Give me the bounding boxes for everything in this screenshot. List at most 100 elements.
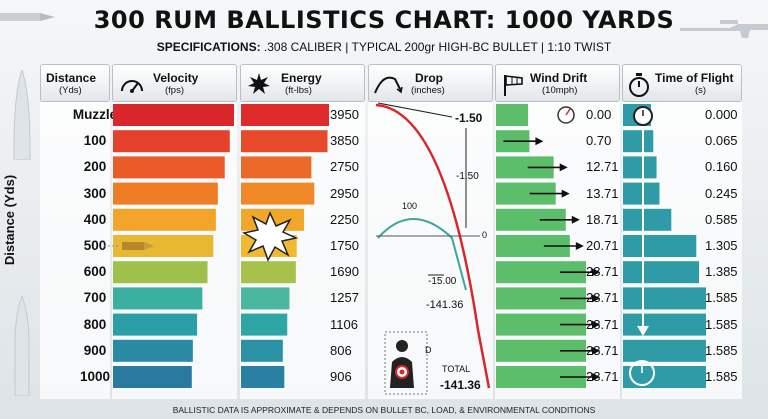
distance-label: 300: [83, 185, 107, 201]
wind-arrowhead: [592, 268, 600, 277]
wind-value: 0.70: [586, 133, 612, 149]
distance-label: 900: [83, 342, 107, 358]
energy-value: 2750: [330, 159, 359, 175]
distance-column-bg: [40, 102, 110, 399]
energy-value: 2950: [330, 185, 359, 201]
drop-d-label: D: [425, 345, 432, 355]
header-velocity-unit: (fps): [165, 85, 184, 96]
energy-bar: [241, 313, 288, 336]
energy-value: 1690: [330, 264, 359, 280]
time-value: 1.585: [705, 316, 738, 332]
subtitle-text: .308 CALIBER | TYPICAL 200gr HIGH-BC BUL…: [263, 40, 612, 54]
bullet-left-icon: [13, 70, 31, 160]
bullet-icon-case: [122, 242, 144, 250]
wind-arrowhead: [592, 320, 600, 329]
header-energy-title: Energy: [281, 71, 322, 85]
rifle-icon: [680, 20, 768, 38]
wind-value: 20.71: [586, 238, 619, 253]
header-wind: Wind Drift (10mph): [495, 64, 620, 102]
drop-141-value: -141.36: [426, 299, 464, 311]
wind-value: 28.71: [586, 316, 619, 332]
time-value: 1.585: [705, 369, 738, 384]
explosion-icon: [241, 211, 299, 262]
time-bar: [623, 339, 706, 362]
time-value: 0.000: [705, 107, 738, 122]
time-value: 1.585: [705, 342, 738, 358]
header-distance: Distance (Yds): [40, 64, 110, 102]
distance-label: 600: [83, 264, 107, 280]
drop-15-value: -15.00: [428, 276, 457, 287]
drop-zero-label: 0: [482, 230, 488, 240]
energy-value: 806: [330, 342, 352, 358]
energy-bar: [241, 156, 312, 179]
time-bar: [623, 287, 706, 310]
wind-value: 0.00: [586, 107, 612, 122]
wind-arrowhead: [571, 215, 580, 224]
energy-bar: [241, 104, 329, 126]
time-bar: [623, 261, 700, 284]
drop-top-value: -1.50: [455, 111, 483, 125]
wind-arrowhead: [559, 163, 568, 172]
wind-bar: [496, 208, 566, 231]
wind-value: 28.71: [586, 264, 619, 280]
energy-value: 3950: [330, 107, 359, 122]
velocity-bar: [113, 261, 208, 284]
wind-value: 13.71: [586, 185, 619, 201]
energy-bar: [241, 366, 285, 388]
wind-arrowhead: [592, 294, 600, 303]
time-bar: [623, 313, 706, 336]
wind-arrowhead: [535, 137, 544, 146]
velocity-bar: [113, 156, 225, 179]
velocity-bar: [113, 339, 193, 362]
time-value: 0.065: [705, 133, 738, 149]
distance-label: 200: [83, 159, 107, 175]
drop-curve-main: [375, 103, 491, 389]
header-velocity: Velocity (fps): [112, 64, 237, 102]
energy-value: 1750: [330, 238, 359, 253]
velocity-bar: [113, 130, 230, 153]
time-bar: [623, 208, 672, 231]
wind-bar: [496, 287, 586, 310]
time-value: 0.160: [705, 159, 738, 175]
distance-label: 400: [83, 211, 107, 227]
energy-value: 1106: [330, 316, 358, 332]
velocity-bar: [113, 366, 192, 388]
drop-total-label: TOTAL: [442, 364, 471, 374]
velocity-bar: [113, 208, 216, 231]
wind-value: 12.71: [586, 159, 619, 175]
target-frame: [384, 331, 428, 395]
subtitle-label: SPECIFICATIONS:: [156, 40, 261, 54]
stopwatch-icon: [629, 73, 649, 97]
time-bar: [623, 235, 697, 257]
header-velocity-title: Velocity: [153, 71, 199, 85]
wind-arrowhead: [561, 189, 570, 198]
time-value: 0.585: [705, 211, 738, 227]
chart-title: 300 RUM BALLISTICS CHART: 1000 YARDS: [93, 6, 675, 34]
distance-label: 800: [83, 316, 107, 332]
time-bar: [623, 182, 660, 205]
speedometer-icon: [121, 80, 143, 93]
cartridge-left-icon: [14, 296, 30, 396]
time-bar: [623, 366, 706, 388]
wind-bar: [496, 182, 556, 205]
distance-label: Muzzle: [72, 107, 118, 122]
wind-bar: [496, 366, 586, 388]
trajectory-icon: [374, 76, 403, 94]
energy-bar: [241, 130, 328, 153]
footnote: BALLISTIC DATA IS APPROXIMATE & DEPENDS …: [172, 405, 596, 415]
header-drop-title: Drop: [415, 71, 443, 85]
time-value: 1.585: [705, 290, 738, 306]
target-head: [396, 340, 408, 352]
header-energy: Energy (ft-lbs): [240, 64, 365, 102]
wind-arrowhead: [592, 346, 600, 355]
windsock-icon: [504, 75, 523, 96]
time-value: 0.245: [705, 185, 738, 201]
drop-apex-label: 100: [402, 201, 418, 211]
header-energy-unit: (ft-lbs): [285, 85, 312, 96]
drop-curve-arc: [377, 218, 467, 291]
time-stopwatch-icon-bottom: [629, 360, 655, 386]
target-center: [399, 369, 405, 375]
wind-bar: [496, 104, 528, 126]
distance-label: 700: [83, 290, 107, 306]
wind-arrowhead: [575, 242, 584, 250]
